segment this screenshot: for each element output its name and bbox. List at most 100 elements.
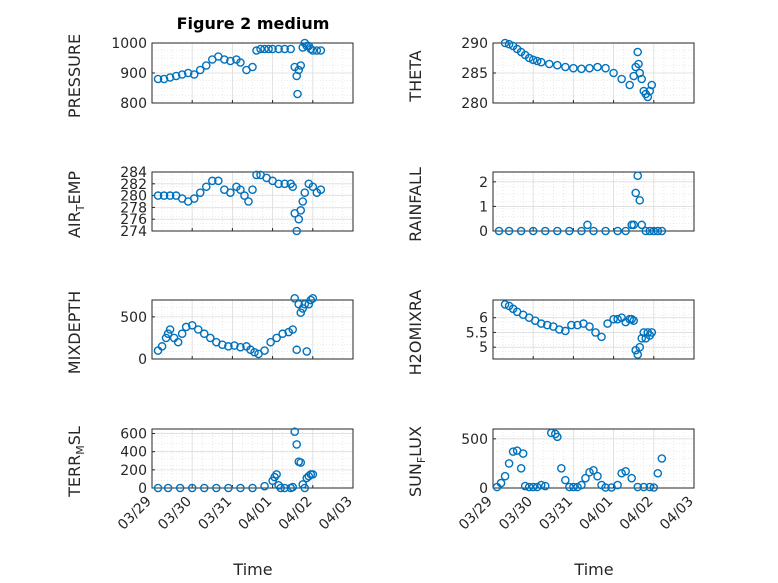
data-point [252, 170, 261, 180]
y-tick-label: 290 [461, 36, 488, 52]
data-point [621, 226, 630, 236]
y-axis-label-3: AIRTEMP [65, 171, 87, 238]
y-tick-label: 278 [120, 200, 147, 216]
data-point [226, 56, 235, 66]
data-point [195, 188, 205, 197]
data-point [589, 226, 598, 236]
data-point [637, 74, 647, 84]
axes-frame [151, 171, 354, 232]
axes-frame [151, 299, 354, 360]
data-point [236, 58, 245, 67]
y-tick-label: 900 [120, 66, 147, 82]
data-point [540, 481, 550, 491]
data-point [175, 483, 185, 493]
y-axis-label-8: SUNFLUX [406, 426, 428, 497]
data-point [278, 329, 287, 339]
data-point [187, 483, 197, 493]
data-point [252, 46, 261, 55]
data-point [312, 46, 322, 55]
data-point [288, 182, 298, 192]
x-tick-label: 04/02 [617, 494, 657, 534]
data-point [577, 480, 586, 490]
data-point [637, 334, 647, 343]
data-point [159, 191, 169, 200]
data-point [504, 226, 514, 236]
data-point [230, 341, 239, 350]
data-point [603, 319, 612, 328]
data-point [629, 220, 639, 230]
data-point [597, 332, 606, 342]
data-point [300, 299, 310, 309]
y-tick-label: 282 [120, 177, 147, 193]
y-tick-label: 1 [479, 199, 488, 215]
data-point [532, 482, 542, 492]
data-point [294, 214, 304, 224]
data-point [637, 220, 647, 230]
subplot-5: 0 500 MIXDEPTH [65, 291, 354, 374]
data-point [613, 314, 622, 324]
axes-frame [492, 428, 695, 489]
data-point [296, 458, 306, 467]
y-axis-label-7: TERRMSL [65, 426, 87, 498]
data-point [500, 471, 510, 481]
data-point [645, 226, 655, 236]
data-point [288, 482, 298, 492]
data-point [288, 325, 298, 334]
data-point [585, 63, 594, 73]
data-point [653, 226, 663, 236]
data-point [635, 195, 645, 205]
y-axis-label-4: RAINFALL [406, 167, 425, 242]
data-point [298, 304, 308, 313]
data-point [199, 483, 209, 493]
data-point [308, 46, 318, 55]
data-point [274, 44, 283, 54]
data-point [183, 68, 193, 78]
data-point [528, 55, 538, 65]
subplot-2: 280 285 290 THETA [406, 36, 695, 112]
y-axis-label-2: THETA [406, 50, 425, 102]
data-point [268, 44, 277, 54]
data-point [224, 342, 233, 351]
data-point [316, 46, 326, 55]
data-point [290, 427, 300, 437]
data-point [555, 325, 564, 334]
x-axis-label-right: Time [573, 560, 613, 579]
data-point [207, 176, 217, 186]
y-axis-label-6: H2OMIXRA [406, 290, 425, 376]
y-tick-label: 280 [461, 96, 488, 112]
data-point [653, 468, 663, 478]
data-point [542, 320, 552, 330]
data-point [494, 226, 504, 236]
data-point [647, 80, 657, 90]
data-point [201, 61, 211, 70]
data-point [189, 70, 199, 79]
data-point [248, 483, 257, 493]
data-point [280, 483, 289, 493]
y-tick-label: 0 [479, 481, 488, 497]
x-tick-label: 04/01 [577, 494, 617, 534]
data-point [565, 482, 574, 492]
x-tick-label: 03/31 [536, 494, 576, 534]
data-point [187, 320, 197, 330]
y-tick-label: 600 [120, 427, 147, 443]
y-tick-label: 274 [120, 224, 147, 240]
data-point [613, 226, 622, 236]
data-point [657, 454, 667, 463]
data-point [280, 179, 289, 189]
data-point [577, 226, 586, 236]
data-point [236, 185, 245, 194]
axes-frame [492, 171, 695, 232]
y-tick-label: 280 [120, 189, 147, 205]
data-point [224, 483, 233, 493]
data-point [236, 483, 245, 493]
data-point [292, 440, 302, 449]
data-point [569, 63, 578, 73]
data-point [260, 481, 269, 491]
data-point [199, 329, 209, 339]
y-tick-label: 1000 [111, 36, 147, 52]
data-point [561, 62, 570, 72]
data-point [298, 197, 308, 206]
data-point [583, 220, 592, 230]
